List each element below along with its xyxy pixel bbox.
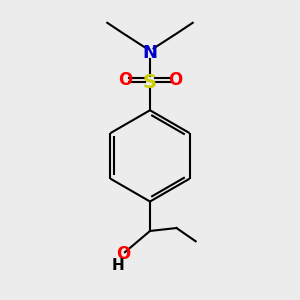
Text: N: N [142,44,158,62]
Text: O: O [118,71,132,89]
Text: S: S [143,73,157,92]
Text: O: O [116,244,130,262]
Text: H: H [111,258,124,273]
Text: O: O [168,71,182,89]
